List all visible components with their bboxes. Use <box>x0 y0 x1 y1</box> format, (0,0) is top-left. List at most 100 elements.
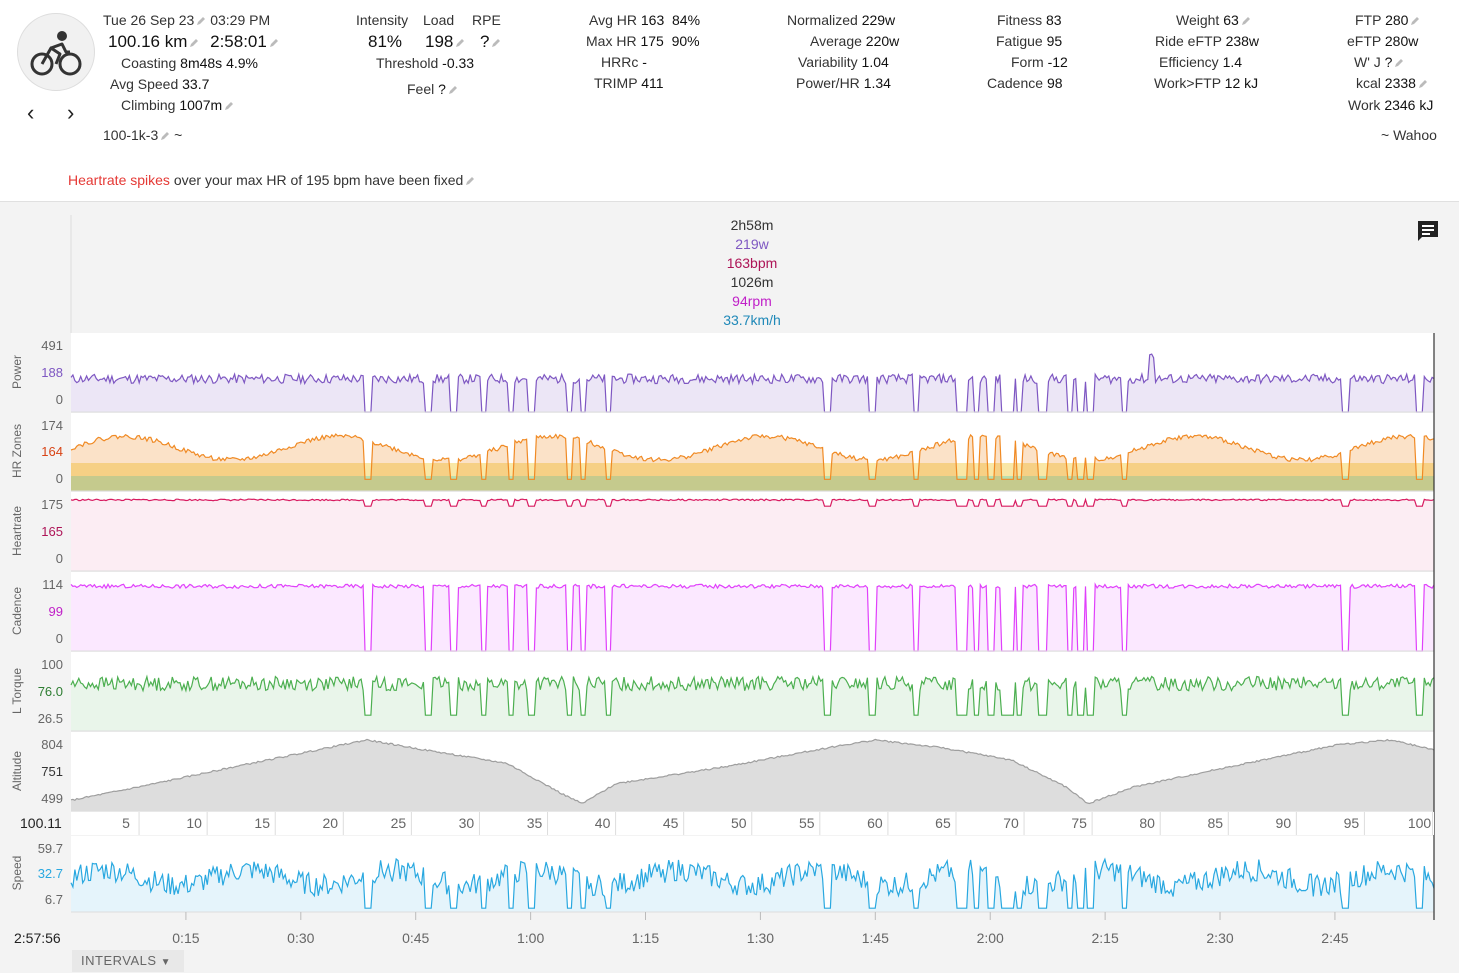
power-lane-label: Power <box>10 354 24 389</box>
heartrate-avg-tick: 165 <box>41 523 63 539</box>
edit-feel-icon[interactable] <box>448 85 458 95</box>
summary-hr: 163bpm <box>726 255 778 271</box>
cadence-label: Cadence <box>987 75 1044 91</box>
feel-label: Feel <box>407 81 435 97</box>
altitude-lane-line <box>70 738 1435 805</box>
summary-cadence: 94rpm <box>732 293 772 309</box>
avg-hr-pct: 84% <box>672 12 701 28</box>
max-hr-value: 175 <box>640 33 664 49</box>
power-lane-area <box>71 354 1434 412</box>
edit-ftp-icon[interactable] <box>1410 16 1420 26</box>
torque-max-tick: 100 <box>41 657 63 672</box>
normalized-label: Normalized <box>787 12 858 28</box>
weight-label: Weight <box>1176 12 1220 28</box>
torque-lane-bg <box>71 652 1434 731</box>
activity-header: ‹ › Tue 26 Sep 23 03:29 PM 100.16 km 2:5… <box>0 0 1459 200</box>
speed-max-tick: 59.7 <box>37 841 63 856</box>
intervals-toggle[interactable]: INTERVALS ▼ <box>72 950 184 972</box>
cadence-min-tick: 0 <box>55 631 63 646</box>
heartrate-min-tick: 0 <box>55 551 63 566</box>
hrzones-min-tick: 0 <box>55 471 63 486</box>
time-tick-2:00: 2:00 <box>976 930 1004 946</box>
distance-tick-30: 30 <box>458 815 475 831</box>
coasting-label: Coasting <box>121 55 177 71</box>
edit-climbing-icon[interactable] <box>224 101 234 111</box>
heartrate-lane-line <box>70 497 1435 507</box>
edit-date-icon[interactable] <box>196 16 206 26</box>
edit-name-icon[interactable] <box>160 131 170 141</box>
cadence-max-tick: 114 <box>42 577 63 592</box>
edit-weight-icon[interactable] <box>1241 16 1251 26</box>
time-tick-1:45: 1:45 <box>861 930 889 946</box>
efficiency-value: 1.4 <box>1222 54 1243 70</box>
activity-name-row[interactable]: 100-1k-3 ~ <box>103 127 182 143</box>
distance-tick-10: 10 <box>186 815 202 831</box>
intensity-value: 81% <box>368 32 403 51</box>
edit-wj-icon[interactable] <box>1394 58 1404 68</box>
comment-icon[interactable] <box>1416 219 1440 243</box>
fatigue-row: Fatigue 95 <box>996 33 1062 49</box>
load-value: 198 <box>425 32 454 51</box>
avg-speed-row: Avg Speed 33.7 <box>110 76 209 92</box>
hrrc-value: - <box>642 54 647 70</box>
variability-value: 1.04 <box>861 54 889 70</box>
ride-eftp-row: Ride eFTP 238w <box>1155 33 1259 49</box>
edit-hr-fix-icon[interactable] <box>465 176 475 186</box>
hr-spike-warning: Heartrate spikes over your max HR of 195… <box>68 172 475 188</box>
rpe-value: ? <box>480 32 490 51</box>
max-hr-pct: 90% <box>671 33 700 49</box>
distance-tick-65: 65 <box>935 815 951 831</box>
distance-tick-95: 95 <box>1343 815 1360 831</box>
normalized-value: 229w <box>861 12 896 28</box>
speed-min-tick: 6.7 <box>44 892 63 907</box>
edit-distance-icon[interactable] <box>189 38 199 48</box>
work-ftp-label: Work>FTP <box>1154 75 1221 91</box>
max-hr-row: Max HR 175 90% <box>586 33 700 49</box>
ftp-label: FTP <box>1355 12 1382 28</box>
edit-rpe-icon[interactable] <box>491 38 501 48</box>
cycling-avatar <box>17 13 95 91</box>
bike-icon <box>30 31 82 76</box>
powerhr-value: 1.34 <box>863 75 891 91</box>
distance-tick-45: 45 <box>662 815 679 831</box>
weight-row: Weight 63 <box>1176 12 1251 28</box>
edit-duration-icon[interactable] <box>269 38 279 48</box>
next-activity-button[interactable]: › <box>67 100 75 125</box>
rpe-label: RPE <box>472 12 501 28</box>
ftp-row: FTP 280 <box>1355 12 1420 28</box>
feel-row[interactable]: Feel ? <box>407 81 458 97</box>
climbing-row: Climbing 1007m <box>121 97 234 113</box>
date-time[interactable]: Tue 26 Sep 23 03:29 PM <box>103 12 270 28</box>
average-power-label: Average <box>810 33 862 49</box>
hr-spikes-link[interactable]: Heartrate spikes <box>68 172 170 188</box>
avg-hr-row: Avg HR 163 84% <box>589 12 700 28</box>
prev-activity-button[interactable]: ‹ <box>27 100 35 125</box>
eftp-label: eFTP <box>1347 33 1381 49</box>
work-value: 2346 kJ <box>1384 97 1434 113</box>
activity-description[interactable]: ~ <box>174 127 183 143</box>
ftp-value: 280 <box>1385 12 1409 28</box>
time-tick-0:45: 0:45 <box>402 930 430 946</box>
fitness-value: 83 <box>1046 12 1062 28</box>
trimp-row: TRIMP 411 <box>594 75 664 91</box>
form-row: Form -12 <box>1011 54 1068 70</box>
distance-tick-85: 85 <box>1207 815 1224 831</box>
avg-hr-value: 163 <box>640 12 665 28</box>
edit-load-icon[interactable] <box>455 38 465 48</box>
efficiency-label: Efficiency <box>1159 54 1219 70</box>
edit-kcal-icon[interactable] <box>1418 79 1428 89</box>
ride-eftp-label: Ride eFTP <box>1155 33 1222 49</box>
intensity-label: Intensity <box>356 12 409 28</box>
cadence-row: Cadence 98 <box>987 75 1063 91</box>
time-tick-1:15: 1:15 <box>631 930 660 946</box>
hrzones-lane-label: HR Zones <box>10 423 24 479</box>
hrzones-avg-tick: 164 <box>41 444 63 459</box>
rpe-value-wrap[interactable]: ? <box>480 32 501 52</box>
coasting-value: 8m48s <box>180 55 223 71</box>
torque-avg-tick: 76.0 <box>37 683 63 699</box>
cursor-summary: 2h58m 219w 163bpm 1026m 94rpm 33.7km/h <box>652 216 852 330</box>
cadence-value: 98 <box>1046 75 1063 91</box>
time-tick-0:15: 0:15 <box>172 930 200 946</box>
eftp-value: 280w <box>1384 33 1419 49</box>
